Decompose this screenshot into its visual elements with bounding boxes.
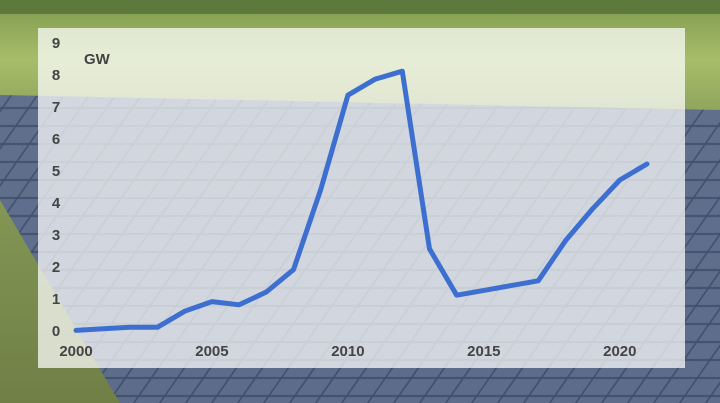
y-axis-label: GW: [84, 51, 111, 68]
data-line: [73, 68, 650, 333]
y-tick-label: 4: [52, 195, 61, 212]
y-tick-label: 0: [52, 323, 60, 340]
y-tick-label: 3: [52, 227, 60, 244]
y-tick-label: 1: [52, 291, 60, 308]
plot-panel: [38, 28, 685, 368]
y-tick-label: 7: [52, 99, 60, 116]
x-tick-label: 2020: [603, 343, 636, 360]
x-tick-label: 2005: [195, 343, 228, 360]
x-tick-label: 2015: [467, 343, 500, 360]
y-tick-label: 5: [52, 163, 60, 180]
x-tick-label: 2000: [59, 343, 92, 360]
y-tick-label: 6: [52, 131, 60, 148]
tree-line: [0, 0, 720, 14]
y-tick-label: 2: [52, 259, 60, 276]
y-tick-label: 8: [52, 67, 60, 84]
y-tick-label: 9: [52, 35, 60, 52]
x-tick-label: 2010: [331, 343, 364, 360]
